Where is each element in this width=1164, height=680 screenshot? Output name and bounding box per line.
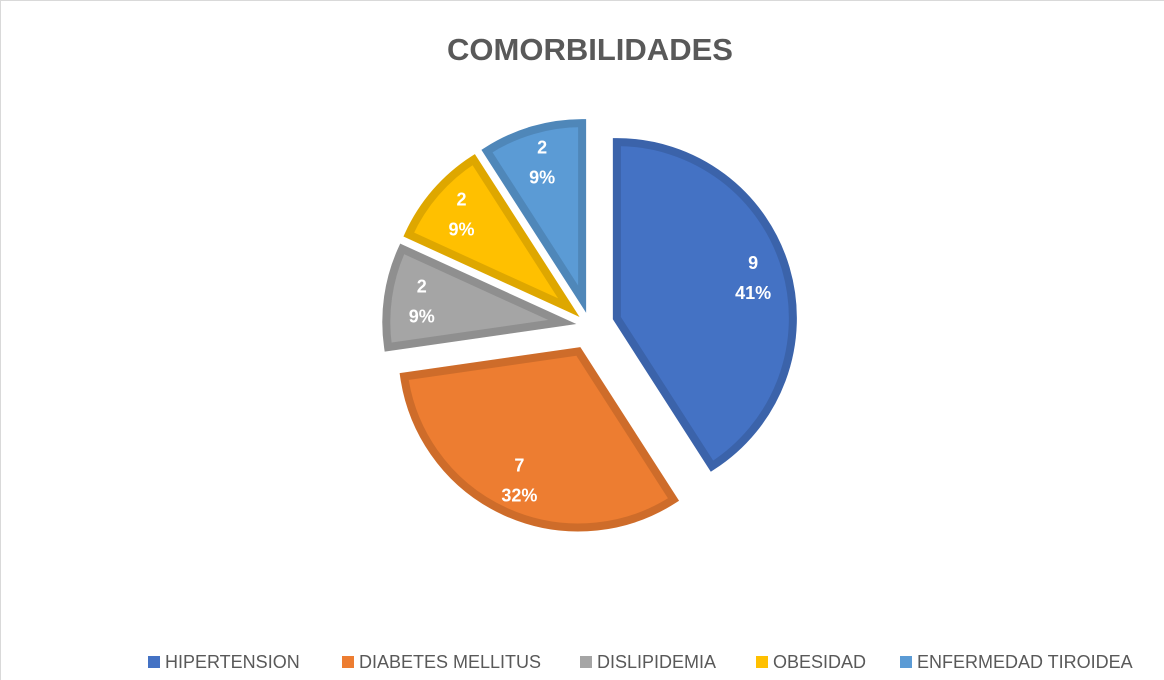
percent-label: 9%	[409, 307, 435, 327]
pie-slice	[399, 347, 680, 532]
chart-title: COMORBILIDADES	[447, 32, 733, 67]
slice-outline	[399, 347, 680, 532]
percent-label: 32%	[501, 485, 537, 505]
data-label: 2	[537, 138, 547, 158]
slice-outline	[481, 119, 587, 313]
percent-label: 9%	[449, 219, 475, 239]
pie-slice	[612, 138, 797, 472]
legend-swatch	[900, 656, 912, 668]
data-label: 9	[748, 253, 758, 273]
pie-slice	[481, 119, 587, 313]
pie-slice	[382, 243, 577, 352]
pie-slice	[403, 154, 580, 317]
data-label: 2	[417, 277, 427, 297]
legend-label: ENFERMEDAD TIROIDEA	[917, 652, 1133, 672]
slice-outline	[382, 243, 577, 352]
legend-swatch	[148, 656, 160, 668]
slice-outline	[403, 154, 580, 317]
percent-label: 9%	[529, 168, 555, 188]
legend-swatch	[342, 656, 354, 668]
percent-label: 41%	[735, 283, 771, 303]
legend-swatch	[756, 656, 768, 668]
slice-outline	[612, 138, 797, 472]
legend-label: DISLIPIDEMIA	[597, 652, 716, 672]
data-label: 7	[514, 455, 524, 475]
legend-label: OBESIDAD	[773, 652, 866, 672]
legend-label: DIABETES MELLITUS	[359, 652, 541, 672]
legend-label: HIPERTENSION	[165, 652, 300, 672]
data-label: 2	[457, 189, 467, 209]
legend-swatch	[580, 656, 592, 668]
